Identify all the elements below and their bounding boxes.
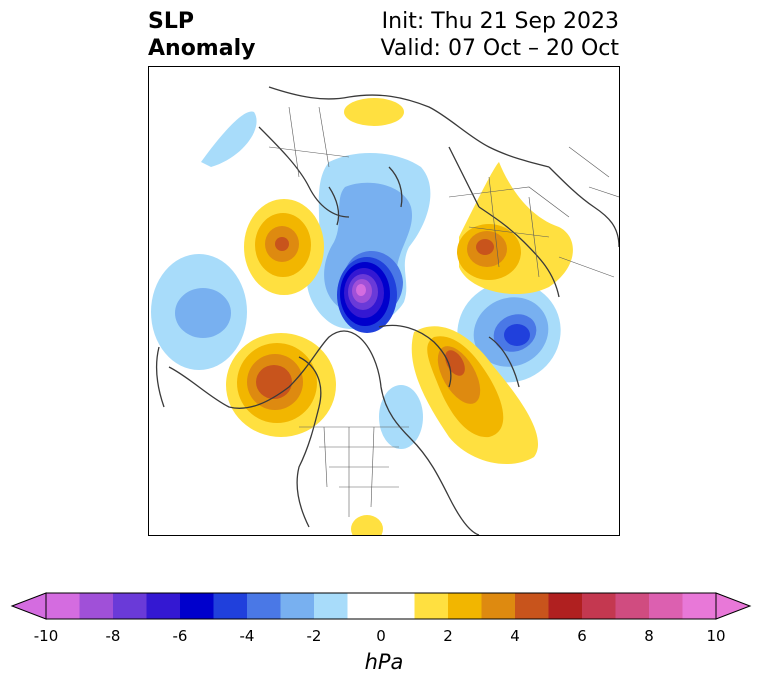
colorbar-outline bbox=[45, 592, 717, 620]
colorbar-tick-label: 10 bbox=[706, 627, 726, 645]
colorbar-bin bbox=[280, 593, 314, 619]
colorbar-tick-label: -8 bbox=[105, 627, 121, 645]
map-canvas bbox=[151, 86, 619, 535]
slp-anomaly-map bbox=[148, 66, 620, 536]
colorbar-tick-label: 2 bbox=[443, 627, 453, 645]
colorbar-bin bbox=[649, 593, 683, 619]
title-line-2: Anomaly bbox=[148, 36, 256, 61]
date-info: Init: Thu 21 Sep 2023 Valid: 07 Oct – 20… bbox=[381, 8, 619, 62]
anomaly-north-patch bbox=[344, 98, 404, 126]
colorbar-bin bbox=[481, 593, 515, 619]
anomaly-arctic-low bbox=[306, 152, 431, 333]
colorbar-bin bbox=[314, 593, 348, 619]
anomaly-bering-high bbox=[457, 162, 573, 295]
colorbar-bin bbox=[247, 593, 281, 619]
map-title: SLP Anomaly bbox=[148, 8, 255, 62]
colorbar-tick-label: -2 bbox=[306, 627, 322, 645]
colorbar-bin bbox=[582, 593, 616, 619]
anomaly-siberia-high bbox=[244, 199, 324, 295]
title-line-1: SLP bbox=[148, 9, 194, 34]
colorbar-tick-label: 4 bbox=[510, 627, 520, 645]
colorbar-tick-label: -4 bbox=[239, 627, 255, 645]
colorbar-bin bbox=[414, 593, 448, 619]
valid-period: Valid: 07 Oct – 20 Oct bbox=[380, 36, 619, 61]
colorbar-bin bbox=[79, 593, 113, 619]
country-borders bbox=[268, 106, 619, 517]
colorbar-bin bbox=[213, 593, 247, 619]
colorbar-bin bbox=[113, 593, 147, 619]
colorbar-bin bbox=[146, 593, 180, 619]
colorbar-bin bbox=[615, 593, 649, 619]
colorbar-bin bbox=[347, 593, 415, 619]
colorbar-bin bbox=[448, 593, 482, 619]
coastlines bbox=[155, 86, 619, 535]
colorbar-tick-label: 0 bbox=[376, 627, 386, 645]
colorbar-tick-label: 8 bbox=[644, 627, 654, 645]
colorbar-tick-label: -6 bbox=[172, 627, 188, 645]
anomaly-northwest-streak bbox=[201, 111, 257, 167]
colorbar-bin bbox=[46, 593, 80, 619]
anomaly-south-patch bbox=[351, 515, 383, 535]
colorbar-extend-low bbox=[10, 592, 47, 620]
colorbar-tick-label: -10 bbox=[33, 627, 59, 645]
colorbar-bin bbox=[515, 593, 549, 619]
colorbar-bin bbox=[548, 593, 582, 619]
anomaly-aleutian-low bbox=[151, 254, 247, 370]
colorbar bbox=[10, 592, 752, 620]
colorbar-units: hPa bbox=[364, 650, 404, 674]
colorbar-tick-label: 6 bbox=[577, 627, 587, 645]
colorbar-bin bbox=[682, 593, 716, 619]
colorbar-extend-high bbox=[715, 592, 752, 620]
anomaly-atlantic-high bbox=[411, 326, 539, 465]
colorbar-bin bbox=[180, 593, 214, 619]
anomaly-hudson-low bbox=[379, 385, 423, 449]
anomaly-gulf-of-alaska-high bbox=[226, 333, 336, 437]
init-date: Init: Thu 21 Sep 2023 bbox=[381, 9, 619, 34]
